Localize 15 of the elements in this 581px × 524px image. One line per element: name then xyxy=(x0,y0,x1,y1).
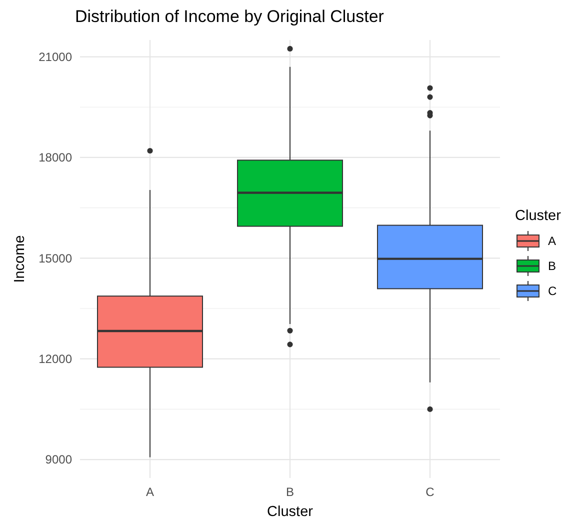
legend-label: B xyxy=(548,259,556,274)
legend-label: C xyxy=(548,284,557,298)
y-tick-label: 12000 xyxy=(38,352,72,366)
y-tick-label: 15000 xyxy=(38,251,72,266)
legend-title: Cluster xyxy=(515,208,562,224)
y-tick-label: 18000 xyxy=(38,150,72,165)
y-tick-label: 21000 xyxy=(38,50,72,64)
legend-label: A xyxy=(548,234,556,248)
y-tick-label: 9000 xyxy=(45,452,72,467)
x-tick-label: C xyxy=(426,485,435,499)
x-axis-title: Cluster xyxy=(267,504,314,520)
y-axis-title: Income xyxy=(12,235,28,283)
x-tick-label: B xyxy=(286,485,294,499)
x-tick-label: A xyxy=(146,485,154,499)
chart-title: Distribution of Income by Original Cluster xyxy=(75,7,384,26)
